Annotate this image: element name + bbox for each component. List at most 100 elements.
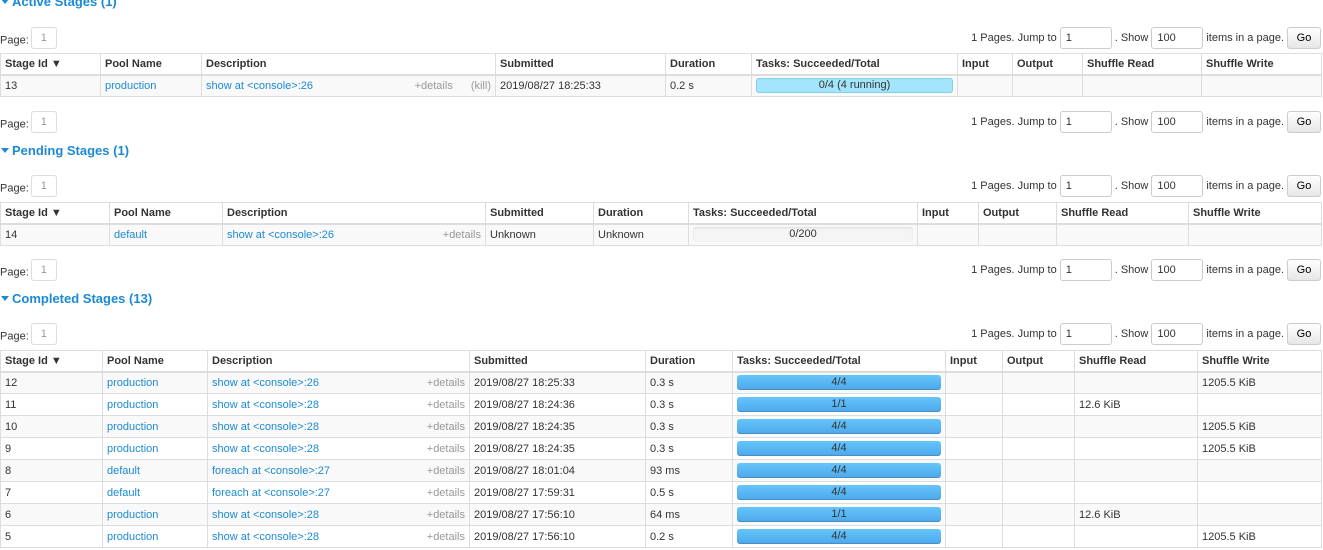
pool-name-link[interactable]: production xyxy=(107,508,159,521)
pool-name-link[interactable]: production xyxy=(107,398,159,411)
go-button[interactable]: Go xyxy=(1287,27,1321,49)
pool-name-link[interactable]: production xyxy=(105,79,157,92)
description-link[interactable]: show at <console>:28 xyxy=(212,530,320,543)
page-number-button[interactable]: 1 xyxy=(30,259,57,281)
duration-cell: 0.3 s xyxy=(645,371,733,394)
items-label: items in a page. xyxy=(1206,116,1284,128)
column-header-desc[interactable]: Description xyxy=(222,202,486,225)
column-header-submitted[interactable]: Submitted xyxy=(485,202,594,225)
kill-link[interactable]: (kill) xyxy=(470,79,491,92)
column-header-tasks[interactable]: Tasks: Succeeded/Total xyxy=(732,350,946,373)
details-toggle[interactable]: +details xyxy=(426,420,465,433)
column-header-duration[interactable]: Duration xyxy=(665,53,752,76)
column-header-duration[interactable]: Duration xyxy=(645,350,733,373)
column-header-input[interactable]: Input xyxy=(945,350,1003,373)
stage-id-cell: 6 xyxy=(0,503,103,526)
pool-name-cell: production xyxy=(102,415,208,438)
column-header-duration[interactable]: Duration xyxy=(593,202,689,225)
stage-id-cell: 13 xyxy=(0,74,101,97)
go-button[interactable]: Go xyxy=(1287,259,1321,281)
column-header-shuffle-write[interactable]: Shuffle Write xyxy=(1197,350,1322,373)
details-toggle[interactable]: +details xyxy=(426,486,465,499)
description-link[interactable]: show at <console>:28 xyxy=(212,420,320,433)
column-header-output[interactable]: Output xyxy=(978,202,1057,225)
section-toggle[interactable]: Pending Stages (1) xyxy=(0,143,129,158)
section-toggle[interactable]: Active Stages (1) xyxy=(0,0,117,9)
column-header-id[interactable]: Stage Id ▼ xyxy=(0,202,110,225)
description: show at <console>:26 +details xyxy=(212,377,465,389)
column-header-pool[interactable]: Pool Name xyxy=(102,350,208,373)
page-size-input[interactable] xyxy=(1151,259,1204,281)
task-progress-bar: 4/4 xyxy=(737,529,941,544)
go-button[interactable]: Go xyxy=(1287,175,1321,197)
column-header-desc[interactable]: Description xyxy=(207,350,470,373)
shuffle-write-cell xyxy=(1197,459,1322,482)
page-number-button[interactable]: 1 xyxy=(30,323,57,345)
pool-name-link[interactable]: default xyxy=(114,228,148,241)
page-size-input[interactable] xyxy=(1151,111,1204,133)
details-toggle[interactable]: +details xyxy=(426,530,465,543)
column-header-submitted[interactable]: Submitted xyxy=(495,53,666,76)
column-header-input[interactable]: Input xyxy=(957,53,1013,76)
jump-to-page-input[interactable] xyxy=(1059,111,1112,133)
description-link[interactable]: show at <console>:26 xyxy=(227,228,335,241)
details-toggle[interactable]: +details xyxy=(426,464,465,477)
task-progress-bar: 0/200 xyxy=(693,227,913,243)
jump-to-page-input[interactable] xyxy=(1059,323,1112,345)
details-toggle[interactable]: +details xyxy=(426,376,465,389)
details-toggle[interactable]: +details xyxy=(426,508,465,521)
column-header-shuffle-read[interactable]: Shuffle Read xyxy=(1082,53,1202,76)
page-size-input[interactable] xyxy=(1151,175,1204,197)
column-header-id[interactable]: Stage Id ▼ xyxy=(0,350,103,373)
go-button[interactable]: Go xyxy=(1287,323,1321,345)
column-header-tasks[interactable]: Tasks: Succeeded/Total xyxy=(751,53,958,76)
description-cell: show at <console>:28 +details xyxy=(207,415,470,438)
pool-name-link[interactable]: production xyxy=(107,530,159,543)
input-cell xyxy=(945,503,1003,526)
column-header-output[interactable]: Output xyxy=(1002,350,1075,373)
duration-cell: 0.3 s xyxy=(645,437,733,460)
column-header-output[interactable]: Output xyxy=(1012,53,1083,76)
go-button[interactable]: Go xyxy=(1287,111,1321,133)
description-link[interactable]: show at <console>:26 xyxy=(212,376,320,389)
description-link[interactable]: show at <console>:28 xyxy=(212,442,320,455)
pool-name-link[interactable]: default xyxy=(107,486,141,499)
page-size-input[interactable] xyxy=(1151,27,1204,49)
column-header-input[interactable]: Input xyxy=(917,202,979,225)
column-header-id[interactable]: Stage Id ▼ xyxy=(0,53,101,76)
tasks-cell: 4/4 xyxy=(732,371,946,394)
description-link[interactable]: foreach at <console>:27 xyxy=(212,486,331,499)
column-header-pool[interactable]: Pool Name xyxy=(109,202,223,225)
column-header-tasks[interactable]: Tasks: Succeeded/Total xyxy=(688,202,918,225)
section-toggle[interactable]: Completed Stages (13) xyxy=(0,291,152,306)
task-progress-bar: 0/4 (4 running) xyxy=(756,78,953,94)
details-toggle[interactable]: +details xyxy=(426,398,465,411)
task-progress-bar: 4/4 xyxy=(737,419,941,434)
details-toggle[interactable]: +details xyxy=(414,79,453,92)
description-link[interactable]: show at <console>:26 xyxy=(206,79,314,92)
column-header-shuffle-read[interactable]: Shuffle Read xyxy=(1074,350,1198,373)
column-header-pool[interactable]: Pool Name xyxy=(100,53,202,76)
pool-name-link[interactable]: production xyxy=(107,442,159,455)
stage-id-cell: 7 xyxy=(0,481,103,504)
pool-name-link[interactable]: production xyxy=(107,420,159,433)
column-header-submitted[interactable]: Submitted xyxy=(469,350,646,373)
column-header-shuffle-write[interactable]: Shuffle Write xyxy=(1201,53,1322,76)
description-link[interactable]: show at <console>:28 xyxy=(212,508,320,521)
page-number-button[interactable]: 1 xyxy=(30,175,57,197)
page-number-button[interactable]: 1 xyxy=(30,111,57,133)
page-number-button[interactable]: 1 xyxy=(30,27,57,49)
jump-to-page-input[interactable] xyxy=(1059,175,1112,197)
column-header-shuffle-write[interactable]: Shuffle Write xyxy=(1188,202,1322,225)
details-toggle[interactable]: +details xyxy=(442,228,481,241)
details-toggle[interactable]: +details xyxy=(426,442,465,455)
jump-to-page-input[interactable] xyxy=(1059,27,1112,49)
description-link[interactable]: show at <console>:28 xyxy=(212,398,320,411)
description-link[interactable]: foreach at <console>:27 xyxy=(212,464,331,477)
column-header-desc[interactable]: Description xyxy=(201,53,496,76)
column-header-shuffle-read[interactable]: Shuffle Read xyxy=(1056,202,1189,225)
pool-name-link[interactable]: production xyxy=(107,376,159,389)
page-size-input[interactable] xyxy=(1151,323,1204,345)
jump-to-page-input[interactable] xyxy=(1059,259,1112,281)
pool-name-link[interactable]: default xyxy=(107,464,141,477)
